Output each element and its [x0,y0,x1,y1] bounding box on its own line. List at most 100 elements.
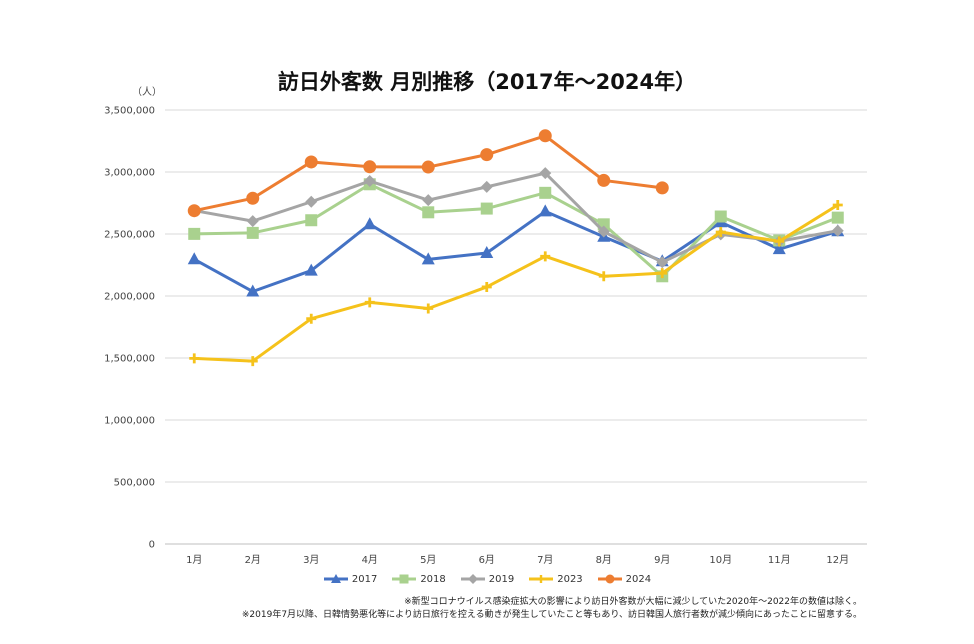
series-line-2019 [192,171,840,264]
data-point-2017 [304,263,318,276]
series-group [187,129,845,367]
legend-swatch-marker [467,574,478,584]
y-tick-label: 3,500,000 [104,106,155,117]
data-point-2019 [597,225,610,238]
data-point-2023 [364,297,375,308]
y-tick-labels: 0 500,000 1,000,000 1,500,000 2,000,000 2,500… [104,106,155,551]
data-point-2024 [304,155,318,169]
y-tick-label: 3,000,000 [104,168,155,179]
x-tick-label: 9月 [654,554,670,566]
data-point-2018 [714,210,727,223]
data-point-2018 [539,186,552,199]
data-point-2023 [247,356,258,367]
data-point-2023 [774,236,785,247]
data-point-2023 [832,199,843,210]
legend-item-2023: 2023 [528,573,583,585]
x-tick-label: 6月 [479,554,495,566]
x-tick-label: 1月 [186,554,202,566]
data-point-2018 [480,202,493,215]
legend-label: 2018 [420,573,446,585]
x-tick-label: 3月 [303,554,319,566]
data-point-2017 [480,245,494,258]
data-point-2017 [187,252,201,265]
legend-item-2017: 2017 [323,573,377,585]
data-point-2024 [480,148,494,162]
data-point-2023 [423,303,434,314]
x-tick-label: 2月 [245,554,261,566]
series-2019 [188,167,844,269]
legend-label: 2019 [488,573,515,585]
legend-swatch-marker [330,574,341,583]
series-2024 [187,129,669,218]
legend-swatch [529,575,554,583]
data-point-2024 [187,204,201,218]
x-tick-label: 12月 [826,554,849,566]
series-line-2018 [192,182,840,278]
x-tick-label: 8月 [596,554,612,566]
x-tick-labels: 1月 2月 3月 4月 5月 6月 7月 8月 9月 10月 11月 12月 [186,554,849,566]
data-point-2023 [306,313,317,324]
x-tick-label: 11月 [768,554,791,566]
x-tick-label: 4月 [362,554,378,566]
series-2023 [189,199,843,367]
legend-label: 2017 [351,573,378,585]
y-tick-label: 1,500,000 [104,354,155,365]
data-point-2019 [305,195,318,208]
y-tick-label: 2,500,000 [104,230,155,241]
legend-item-2018: 2018 [391,573,446,585]
data-point-2023 [598,271,609,282]
data-point-2017 [538,204,552,217]
data-point-2024 [538,129,552,143]
data-point-2024 [655,181,669,195]
y-tick-label: 1,000,000 [104,416,155,427]
data-point-2017 [363,217,377,230]
legend-label: 2024 [625,573,652,585]
footnote-2: ※2019年7月以降、日韓情勢悪化等により訪日旅行を控える動きが発生していたこと… [241,610,862,620]
data-point-2023 [657,268,668,279]
data-point-2024 [421,160,435,174]
y-axis-unit-label: （人） [132,87,162,98]
legend-swatch-marker [605,574,615,584]
data-point-2019 [480,180,493,193]
legend-swatch [460,574,485,584]
data-point-2017 [246,284,260,297]
data-point-2018 [422,206,435,219]
footnote-1: ※新型コロナウイルス感染症拡大の影響により訪日外客数が大幅に減少していた2020… [404,597,862,607]
footnotes: ※新型コロナウイルス感染症拡大の影響により訪日外客数が大幅に減少していた2020… [242,596,862,622]
data-point-2018 [188,227,201,240]
legend-swatch-marker [537,575,546,583]
data-point-2023 [189,353,200,364]
legend-swatch [597,574,622,584]
data-point-2023 [481,281,492,292]
legend: 2017 2018 2019 2023 2024 [0,573,974,585]
series-2017 [187,204,845,297]
legend-swatch-marker [399,574,409,584]
data-point-2024 [246,191,260,205]
chart-title: 訪日外客数 月別推移（2017年～2024年） [277,70,697,94]
data-point-2024 [597,173,611,187]
data-point-2024 [363,160,377,174]
data-point-2019 [363,175,376,188]
legend-swatch [323,574,348,583]
y-tick-label: 0 [149,540,155,551]
data-point-2019 [831,224,844,237]
legend-item-2019: 2019 [460,573,514,585]
x-tick-label: 5月 [420,554,436,566]
data-point-2017 [421,252,435,265]
legend-item-2024: 2024 [597,573,651,585]
data-point-2017 [772,242,786,255]
data-point-2023 [540,251,551,262]
legend-swatch [392,574,417,584]
data-point-2019 [246,215,259,228]
data-point-2023 [715,227,726,238]
data-point-2019 [539,167,552,180]
y-tick-label: 500,000 [114,478,155,489]
x-tick-label: 10月 [709,554,732,566]
data-point-2019 [656,256,669,269]
y-tick-label: 2,000,000 [104,292,155,303]
x-tick-label: 7月 [537,554,553,566]
data-point-2018 [246,226,259,239]
data-point-2018 [305,214,318,227]
gridlines [165,109,867,545]
